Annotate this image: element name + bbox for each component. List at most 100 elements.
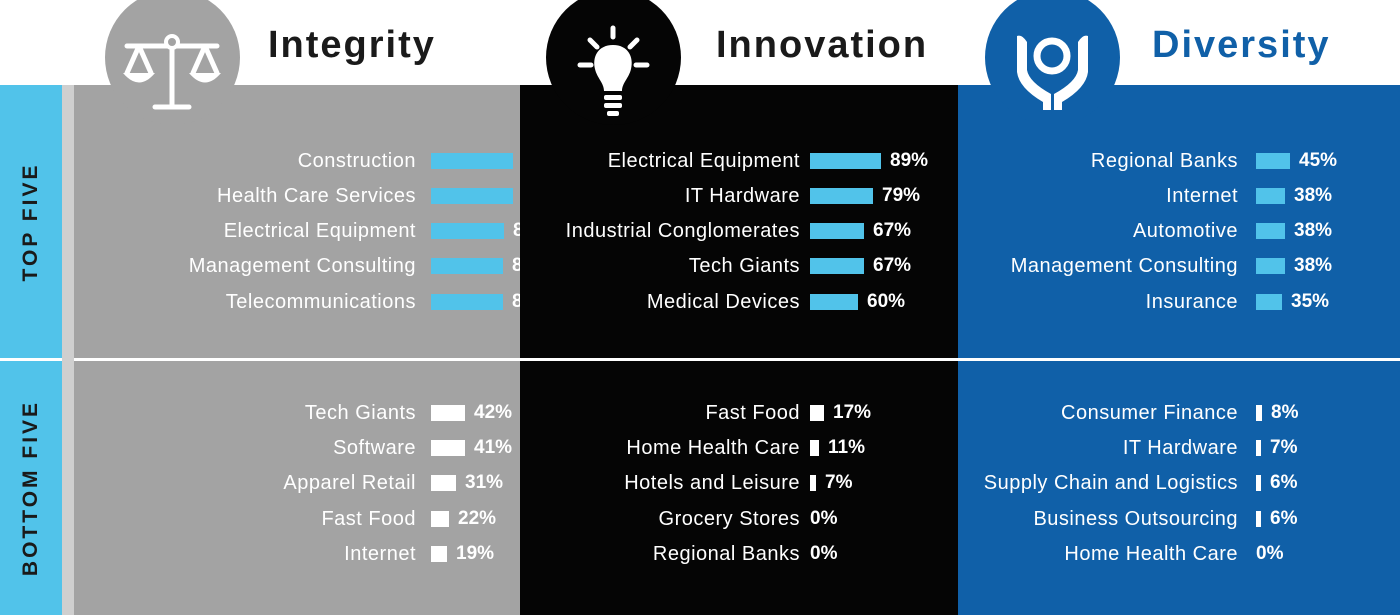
- bottom-five-label: BOTTOM FIVE: [19, 399, 42, 577]
- section-divider: [958, 358, 1400, 361]
- innovation-heading: Innovation: [716, 24, 929, 66]
- innovation-top-five-row: IT Hardware 79%: [520, 181, 958, 211]
- bar: [1256, 223, 1285, 239]
- bar: [810, 258, 864, 274]
- bar: [810, 405, 824, 421]
- integrity-bottom-five-row: Apparel Retail 31%: [74, 468, 520, 498]
- diversity-bottom-five-row: Consumer Finance 8%: [958, 398, 1400, 428]
- integrity-panel: Construction100% Health Care Services100%…: [74, 85, 571, 615]
- diversity-bottom-five-row: Supply Chain and Logistics 6%: [958, 468, 1400, 498]
- category-label: Software: [333, 437, 416, 459]
- category-label: Insurance: [1145, 291, 1238, 313]
- bar: [810, 153, 881, 169]
- bar: [431, 258, 503, 274]
- bottom-five-tab: BOTTOM FIVE: [0, 361, 62, 615]
- diversity-bottom-five-row: Business Outsourcing 6%: [958, 504, 1400, 534]
- bar: [810, 475, 816, 491]
- innovation-bottom-five-row: Fast Food 17%: [520, 398, 958, 428]
- integrity-top-five-row: Health Care Services100%: [74, 181, 571, 211]
- integrity-heading: Integrity: [268, 24, 436, 66]
- innovation-bottom-five-row: Hotels and Leisure 7%: [520, 468, 958, 498]
- innovation-bottom-five-row: Home Health Care 11%: [520, 433, 958, 463]
- lightbulb-icon: [546, 0, 681, 125]
- category-label: Supply Chain and Logistics: [983, 472, 1238, 494]
- value-label: 0%: [810, 543, 838, 564]
- category-label: Management Consulting: [188, 255, 416, 277]
- category-label: Electrical Equipment: [223, 220, 416, 242]
- innovation-top-five-row: Industrial Conglomerates 67%: [520, 216, 958, 246]
- bar: [1256, 294, 1282, 310]
- diversity-top-five-row: Insurance 35%: [958, 287, 1400, 317]
- value-label: 11%: [828, 437, 865, 458]
- category-label: Business Outsourcing: [1033, 508, 1238, 530]
- value-label: 35%: [1291, 291, 1330, 312]
- bar: [431, 475, 456, 491]
- value-label: 7%: [825, 472, 853, 493]
- bar: [1256, 475, 1261, 491]
- value-label: 38%: [1294, 185, 1333, 206]
- category-label: Hotels and Leisure: [624, 472, 800, 494]
- category-label: Medical Devices: [646, 291, 800, 313]
- innovation-top-five-row: Tech Giants 67%: [520, 251, 958, 281]
- bar: [431, 223, 504, 239]
- bar: [431, 546, 447, 562]
- value-label: 8%: [1271, 402, 1299, 423]
- category-label: Home Health Care: [626, 437, 800, 459]
- value-label: 42%: [474, 402, 513, 423]
- value-label: 38%: [1294, 220, 1333, 241]
- bar: [1256, 511, 1261, 527]
- value-label: 45%: [1299, 150, 1338, 171]
- diversity-panel: Regional Banks 45% Internet 38% Automotive 38…: [958, 85, 1400, 615]
- value-label: 79%: [882, 185, 921, 206]
- category-label: Health Care Services: [217, 185, 416, 207]
- value-label: 38%: [1294, 255, 1333, 276]
- bar: [431, 188, 513, 204]
- category-label: Tech Giants: [304, 402, 416, 424]
- category-label: Industrial Conglomerates: [565, 220, 800, 242]
- scales-icon: [105, 0, 240, 125]
- value-label: 0%: [810, 508, 838, 529]
- category-label: Regional Banks: [1090, 150, 1238, 172]
- value-label: 67%: [873, 255, 912, 276]
- diversity-bottom-five-row: Home Health Care 0%: [958, 539, 1400, 569]
- section-divider: [520, 358, 958, 361]
- bar: [431, 294, 503, 310]
- value-label: 6%: [1270, 508, 1298, 529]
- bar: [1256, 153, 1290, 169]
- bar: [810, 188, 873, 204]
- top-five-label: TOP FIVE: [19, 162, 42, 281]
- integrity-top-five-row: Telecommunications88%: [74, 287, 550, 317]
- integrity-bottom-five-row: Software 41%: [74, 433, 520, 463]
- category-label: Construction: [297, 150, 416, 172]
- category-label: Electrical Equipment: [607, 150, 800, 172]
- innovation-bottom-five-row: Grocery Stores 0%: [520, 504, 958, 534]
- diversity-top-five-row: Management Consulting 38%: [958, 251, 1400, 281]
- innovation-panel: Electrical Equipment 89% IT Hardware 79% Ind…: [520, 85, 958, 615]
- integrity-bottom-five-row: Fast Food 22%: [74, 504, 520, 534]
- integrity-top-five-row: Management Consulting88%: [74, 251, 550, 281]
- diversity-heading: Diversity: [1152, 24, 1331, 66]
- bar: [1256, 405, 1262, 421]
- category-label: Automotive: [1132, 220, 1238, 242]
- hands-icon: [985, 0, 1120, 125]
- category-label: Regional Banks: [652, 543, 800, 565]
- bar: [431, 405, 465, 421]
- integrity-top-five-row: Construction100%: [74, 146, 571, 176]
- bar: [810, 223, 864, 239]
- integrity-bottom-five-row: Tech Giants 42%: [74, 398, 520, 428]
- bar: [1256, 258, 1285, 274]
- bar: [810, 294, 858, 310]
- category-label: Telecommunications: [225, 291, 416, 313]
- bar: [810, 440, 819, 456]
- bar: [431, 511, 449, 527]
- innovation-top-five-row: Medical Devices 60%: [520, 287, 958, 317]
- value-label: 60%: [867, 291, 906, 312]
- category-label: Internet: [1166, 185, 1238, 207]
- diversity-top-five-row: Regional Banks 45%: [958, 146, 1400, 176]
- value-label: 19%: [456, 543, 495, 564]
- value-label: 31%: [465, 472, 504, 493]
- value-label: 0%: [1256, 543, 1284, 564]
- category-label: Management Consulting: [1010, 255, 1238, 277]
- value-label: 41%: [474, 437, 513, 458]
